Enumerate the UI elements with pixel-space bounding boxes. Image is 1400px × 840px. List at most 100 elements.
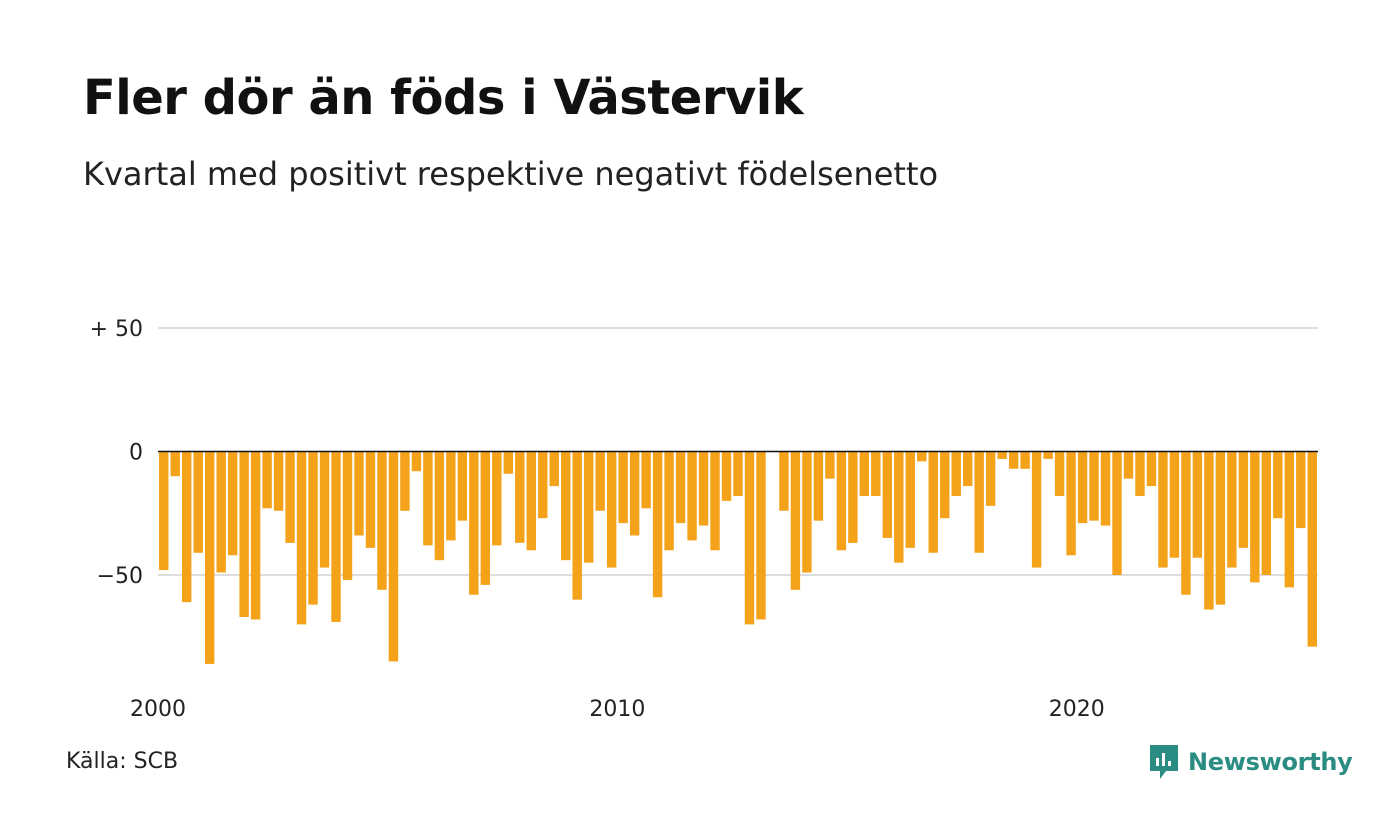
- bar: [1077, 451, 1088, 524]
- bar: [1089, 451, 1099, 521]
- bar: [308, 451, 318, 605]
- brand-name: Newsworthy: [1188, 748, 1353, 776]
- bar: [595, 451, 605, 511]
- bar: [790, 451, 801, 590]
- bar: [331, 451, 341, 622]
- bar: [1066, 451, 1076, 556]
- bar: [698, 451, 709, 526]
- bar: [503, 451, 514, 474]
- bar: [1250, 451, 1260, 583]
- bar: [250, 451, 261, 620]
- bar: [951, 451, 961, 496]
- bar: [664, 451, 674, 551]
- bar: [354, 451, 364, 536]
- bar: [1192, 451, 1203, 558]
- bar: [1031, 451, 1042, 568]
- brand-logo: Newsworthy: [1148, 743, 1353, 781]
- bar: [561, 451, 571, 561]
- bar: [1261, 451, 1272, 575]
- bar: [388, 451, 399, 662]
- bar: [411, 451, 422, 472]
- bar: [273, 451, 284, 511]
- bar: [1215, 451, 1226, 605]
- bar: [1227, 451, 1237, 568]
- bar: [1284, 451, 1294, 588]
- bar: [641, 451, 651, 509]
- bar: [1135, 451, 1145, 496]
- y-tick-label: + 50: [90, 317, 143, 342]
- bar: [469, 451, 479, 595]
- bar: [515, 451, 525, 543]
- chart-subtitle: Kvartal med positivt respektive negativt…: [83, 155, 939, 193]
- bar: [285, 451, 295, 543]
- bar: [905, 451, 915, 548]
- chart-title: Fler dör än föds i Västervik: [83, 70, 804, 126]
- bar: [549, 451, 559, 487]
- bar: [296, 451, 307, 625]
- bar: [193, 451, 203, 553]
- source-label: Källa: SCB: [66, 749, 179, 774]
- bar: [710, 451, 720, 551]
- bar: [721, 451, 732, 501]
- bar: [342, 451, 353, 580]
- bar: [733, 451, 743, 496]
- newsworthy-logo-icon: [1150, 745, 1178, 779]
- bar: [216, 451, 226, 573]
- bar: [423, 451, 433, 546]
- bar: [227, 451, 238, 556]
- bar: [377, 451, 387, 590]
- bar: [848, 451, 858, 543]
- bar: [836, 451, 847, 551]
- bar: [917, 451, 927, 462]
- x-tick-label: 2020: [1049, 697, 1105, 722]
- bar: [170, 451, 180, 477]
- bar: [756, 451, 766, 620]
- bar: [1204, 451, 1214, 610]
- bar: [974, 451, 984, 553]
- bar: [871, 451, 881, 496]
- bar: [1054, 451, 1065, 496]
- bar: [825, 451, 835, 479]
- bar: [492, 451, 502, 546]
- bar: [1008, 451, 1019, 469]
- bar: [802, 451, 812, 573]
- bar: [1169, 451, 1180, 558]
- bar: [538, 451, 548, 519]
- bar: [1020, 451, 1030, 469]
- bar: [1100, 451, 1111, 526]
- bar: [262, 451, 272, 509]
- bar: [618, 451, 628, 524]
- bar: [159, 451, 169, 571]
- x-tick-label: 2000: [130, 697, 186, 722]
- bar: [400, 451, 410, 511]
- bar: [962, 451, 973, 487]
- bar: [675, 451, 686, 524]
- bar: [813, 451, 824, 521]
- bar: [182, 451, 192, 603]
- bar: [1296, 451, 1306, 529]
- bar: [652, 451, 663, 598]
- bar: [606, 451, 617, 568]
- bar: [1158, 451, 1168, 568]
- x-tick-label: 2010: [589, 697, 645, 722]
- bar: [1112, 451, 1122, 575]
- bar: [239, 451, 249, 617]
- bar: [572, 451, 582, 600]
- bar: [446, 451, 456, 541]
- bar: [1307, 451, 1317, 647]
- bar: [894, 451, 904, 563]
- bar: [1146, 451, 1157, 487]
- bar: [434, 451, 445, 561]
- bar: [928, 451, 938, 553]
- bar: [1043, 451, 1053, 459]
- bar: [882, 451, 893, 538]
- bar: [744, 451, 755, 625]
- y-tick-label: −50: [97, 564, 143, 589]
- bar: [480, 451, 491, 585]
- bar: [526, 451, 536, 551]
- bar: [457, 451, 468, 521]
- bar: [940, 451, 950, 519]
- bar: [1238, 451, 1249, 548]
- bar: [779, 451, 789, 511]
